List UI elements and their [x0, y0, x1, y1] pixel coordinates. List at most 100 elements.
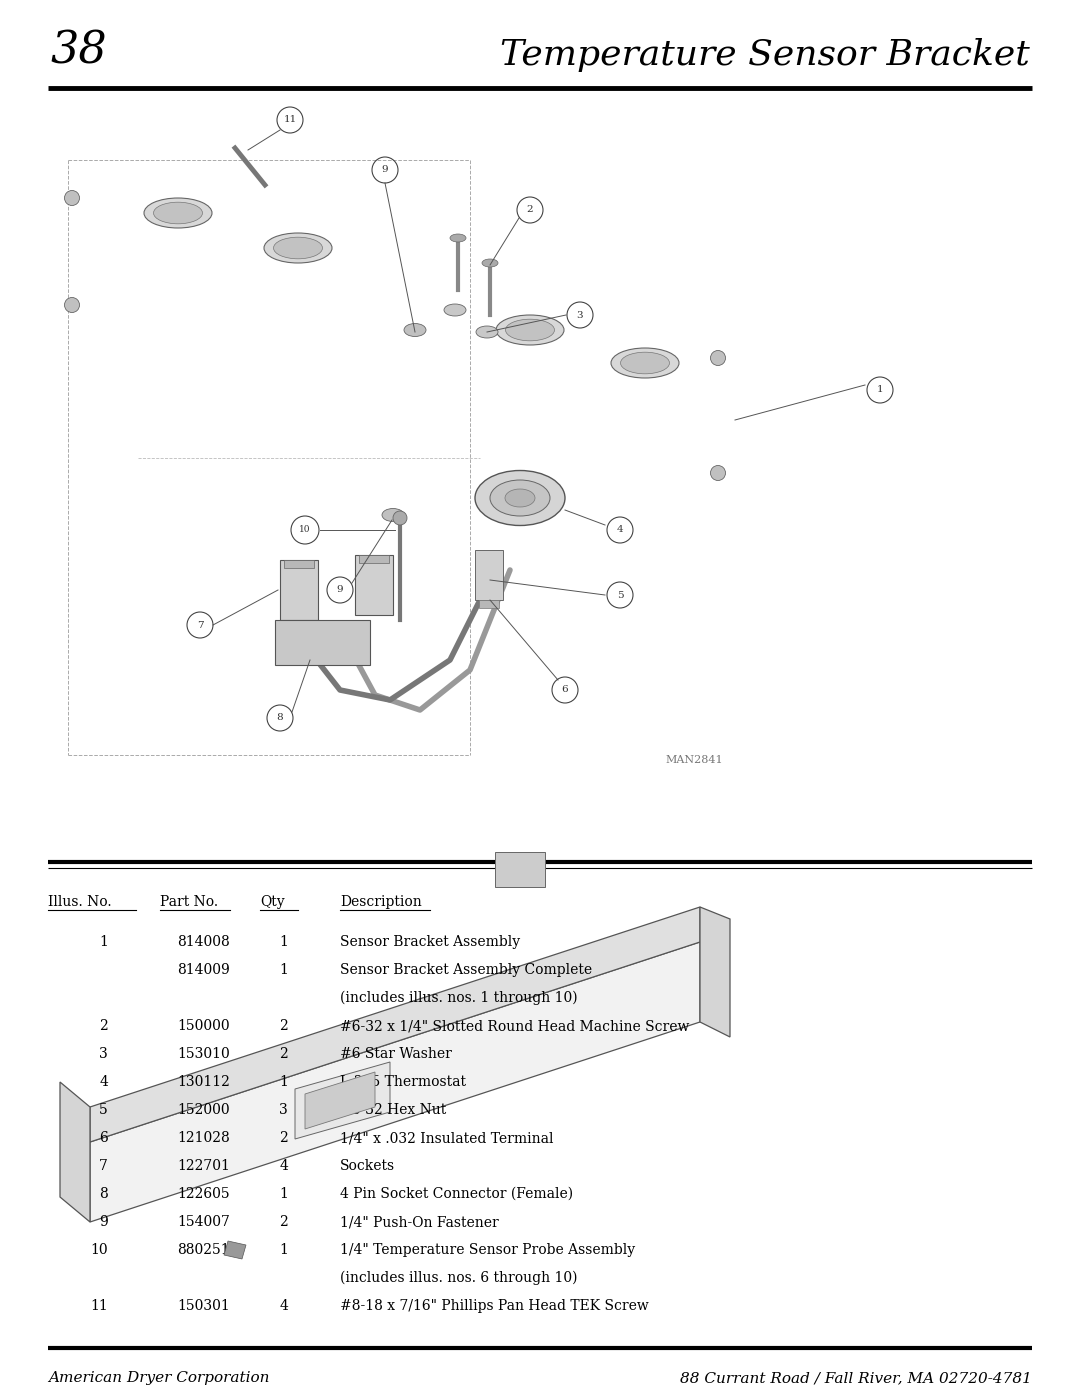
Text: 814009: 814009 [177, 963, 230, 977]
Bar [284, 560, 314, 569]
Text: 8: 8 [99, 1187, 108, 1201]
Polygon shape [305, 1071, 375, 1129]
Text: 150301: 150301 [177, 1299, 230, 1313]
Ellipse shape [153, 203, 202, 224]
Text: 122701: 122701 [177, 1160, 230, 1173]
Ellipse shape [496, 314, 564, 345]
Polygon shape [224, 1241, 246, 1259]
Ellipse shape [264, 233, 332, 263]
Ellipse shape [476, 326, 498, 338]
Text: 2: 2 [280, 1215, 288, 1229]
Bar [480, 599, 499, 608]
Polygon shape [700, 907, 730, 1037]
Text: 9: 9 [381, 165, 389, 175]
Text: 880251: 880251 [177, 1243, 230, 1257]
Polygon shape [90, 942, 700, 1222]
Text: 11: 11 [91, 1299, 108, 1313]
Text: 4: 4 [99, 1076, 108, 1090]
Polygon shape [60, 1083, 90, 1222]
Text: #8-18 x 7/16" Phillips Pan Head TEK Screw: #8-18 x 7/16" Phillips Pan Head TEK Scre… [340, 1299, 649, 1313]
Text: Sensor Bracket Assembly: Sensor Bracket Assembly [340, 935, 521, 949]
Text: 4 Pin Socket Connector (Female): 4 Pin Socket Connector (Female) [340, 1187, 573, 1201]
Text: 4: 4 [617, 525, 623, 535]
Text: 121028: 121028 [177, 1132, 230, 1146]
Text: 1: 1 [99, 935, 108, 949]
Text: Part No.: Part No. [160, 895, 218, 909]
Bar [475, 550, 503, 599]
Text: 814008: 814008 [177, 935, 230, 949]
Text: 1: 1 [279, 1187, 288, 1201]
Text: #6 Star Washer: #6 Star Washer [340, 1046, 451, 1060]
Text: 2: 2 [527, 205, 534, 215]
Ellipse shape [505, 319, 554, 341]
Bar [275, 620, 370, 665]
Ellipse shape [404, 324, 426, 337]
Text: 10: 10 [91, 1243, 108, 1257]
Ellipse shape [711, 465, 726, 481]
Ellipse shape [382, 509, 404, 521]
Ellipse shape [65, 190, 80, 205]
Ellipse shape [65, 298, 80, 313]
Text: Description: Description [340, 895, 422, 909]
Ellipse shape [273, 237, 323, 258]
Polygon shape [295, 1062, 390, 1139]
Text: 2: 2 [280, 1018, 288, 1032]
Polygon shape [90, 907, 700, 1141]
Text: 153010: 153010 [177, 1046, 230, 1060]
Text: (includes illus. nos. 1 through 10): (includes illus. nos. 1 through 10) [340, 990, 578, 1006]
Bar [280, 560, 318, 620]
Text: 2: 2 [280, 1046, 288, 1060]
Ellipse shape [450, 235, 465, 242]
Text: Illus. No.: Illus. No. [48, 895, 111, 909]
Text: 3: 3 [577, 310, 583, 320]
Text: 154007: 154007 [177, 1215, 230, 1229]
Ellipse shape [505, 489, 535, 507]
Text: Qty: Qty [260, 895, 285, 909]
Text: MAN2841: MAN2841 [665, 754, 723, 766]
Text: 1: 1 [279, 935, 288, 949]
Text: American Dryer Corporation: American Dryer Corporation [48, 1370, 270, 1384]
Text: Temperature Sensor Bracket: Temperature Sensor Bracket [500, 38, 1030, 73]
Text: 1: 1 [279, 1243, 288, 1257]
Text: 38: 38 [50, 29, 107, 73]
Ellipse shape [482, 258, 498, 267]
Text: 2: 2 [280, 1132, 288, 1146]
Bar [355, 555, 393, 615]
Text: 11: 11 [283, 116, 297, 124]
Ellipse shape [475, 471, 565, 525]
Ellipse shape [393, 511, 407, 525]
Text: 4: 4 [279, 1299, 288, 1313]
Text: 2: 2 [99, 1018, 108, 1032]
Text: 3: 3 [99, 1046, 108, 1060]
Ellipse shape [611, 348, 679, 379]
Bar [359, 555, 389, 563]
Text: 130112: 130112 [177, 1076, 230, 1090]
Ellipse shape [490, 481, 550, 515]
Text: 1: 1 [279, 1076, 288, 1090]
Text: L-225 Thermostat: L-225 Thermostat [340, 1076, 465, 1090]
Text: 4: 4 [279, 1160, 288, 1173]
Text: 9: 9 [337, 585, 343, 595]
Text: 122605: 122605 [177, 1187, 230, 1201]
Text: (includes illus. nos. 6 through 10): (includes illus. nos. 6 through 10) [340, 1271, 578, 1285]
Text: 10: 10 [299, 525, 311, 535]
Text: 3: 3 [280, 1104, 288, 1118]
Text: 152000: 152000 [177, 1104, 230, 1118]
Text: 9: 9 [99, 1215, 108, 1229]
Text: 5: 5 [617, 591, 623, 599]
Text: 1/4" Temperature Sensor Probe Assembly: 1/4" Temperature Sensor Probe Assembly [340, 1243, 635, 1257]
Text: 7: 7 [197, 620, 203, 630]
Text: Sensor Bracket Assembly Complete: Sensor Bracket Assembly Complete [340, 963, 592, 977]
Text: 1: 1 [279, 963, 288, 977]
Ellipse shape [144, 198, 212, 228]
Text: 1/4" Push-On Fastener: 1/4" Push-On Fastener [340, 1215, 499, 1229]
Text: 1: 1 [877, 386, 883, 394]
Text: 7: 7 [99, 1160, 108, 1173]
Text: #6-32 Hex Nut: #6-32 Hex Nut [340, 1104, 446, 1118]
Ellipse shape [444, 305, 465, 316]
Text: Sockets: Sockets [340, 1160, 395, 1173]
Ellipse shape [621, 352, 670, 374]
Text: #6-32 x 1/4" Slotted Round Head Machine Screw: #6-32 x 1/4" Slotted Round Head Machine … [340, 1018, 689, 1032]
Ellipse shape [711, 351, 726, 366]
Polygon shape [495, 852, 545, 887]
